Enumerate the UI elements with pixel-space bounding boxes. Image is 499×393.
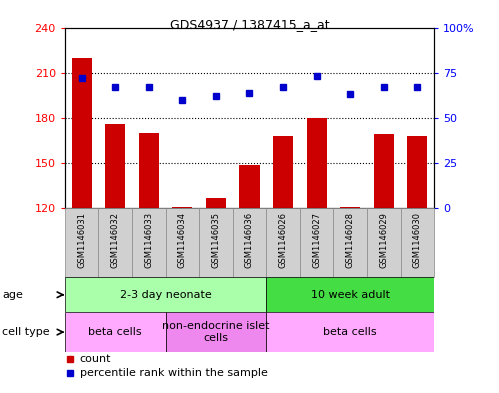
Bar [266, 208, 300, 277]
Text: GSM1146032: GSM1146032 [111, 212, 120, 268]
Bar [132, 208, 166, 277]
Text: GSM1146030: GSM1146030 [413, 212, 422, 268]
Bar [273, 136, 293, 208]
Bar [206, 198, 226, 208]
Text: beta cells: beta cells [323, 327, 377, 337]
Text: GDS4937 / 1387415_a_at: GDS4937 / 1387415_a_at [170, 18, 329, 31]
Text: GSM1146026: GSM1146026 [278, 212, 287, 268]
Text: GSM1146028: GSM1146028 [346, 212, 355, 268]
Bar [407, 136, 428, 208]
Text: GSM1146034: GSM1146034 [178, 212, 187, 268]
Text: GSM1146031: GSM1146031 [77, 212, 86, 268]
Text: GSM1146029: GSM1146029 [379, 212, 388, 268]
Text: cell type: cell type [2, 327, 50, 337]
Bar [166, 312, 266, 352]
Text: age: age [2, 290, 23, 300]
Text: 10 week adult: 10 week adult [311, 290, 390, 300]
Bar [71, 58, 92, 208]
Bar [401, 208, 434, 277]
Bar [65, 312, 166, 352]
Bar [166, 208, 199, 277]
Bar [105, 124, 125, 208]
Bar [266, 277, 434, 312]
Bar [306, 118, 327, 208]
Bar [233, 208, 266, 277]
Bar [240, 165, 259, 208]
Bar [199, 208, 233, 277]
Bar [98, 208, 132, 277]
Text: GSM1146033: GSM1146033 [144, 212, 153, 268]
Bar [367, 208, 401, 277]
Text: 2-3 day neonate: 2-3 day neonate [120, 290, 212, 300]
Bar [65, 277, 266, 312]
Text: GSM1146035: GSM1146035 [212, 212, 221, 268]
Bar [266, 312, 434, 352]
Text: GSM1146036: GSM1146036 [245, 212, 254, 268]
Text: non-endocrine islet
cells: non-endocrine islet cells [162, 321, 269, 343]
Bar [340, 207, 360, 208]
Text: percentile rank within the sample: percentile rank within the sample [80, 368, 268, 378]
Bar [139, 133, 159, 208]
Text: count: count [80, 354, 111, 364]
Text: beta cells: beta cells [88, 327, 142, 337]
Text: GSM1146027: GSM1146027 [312, 212, 321, 268]
Bar [333, 208, 367, 277]
Bar [65, 208, 98, 277]
Bar [374, 134, 394, 208]
Bar [172, 207, 193, 208]
Bar [300, 208, 333, 277]
